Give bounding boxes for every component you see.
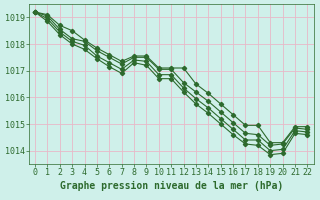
X-axis label: Graphe pression niveau de la mer (hPa): Graphe pression niveau de la mer (hPa) [60, 181, 283, 191]
